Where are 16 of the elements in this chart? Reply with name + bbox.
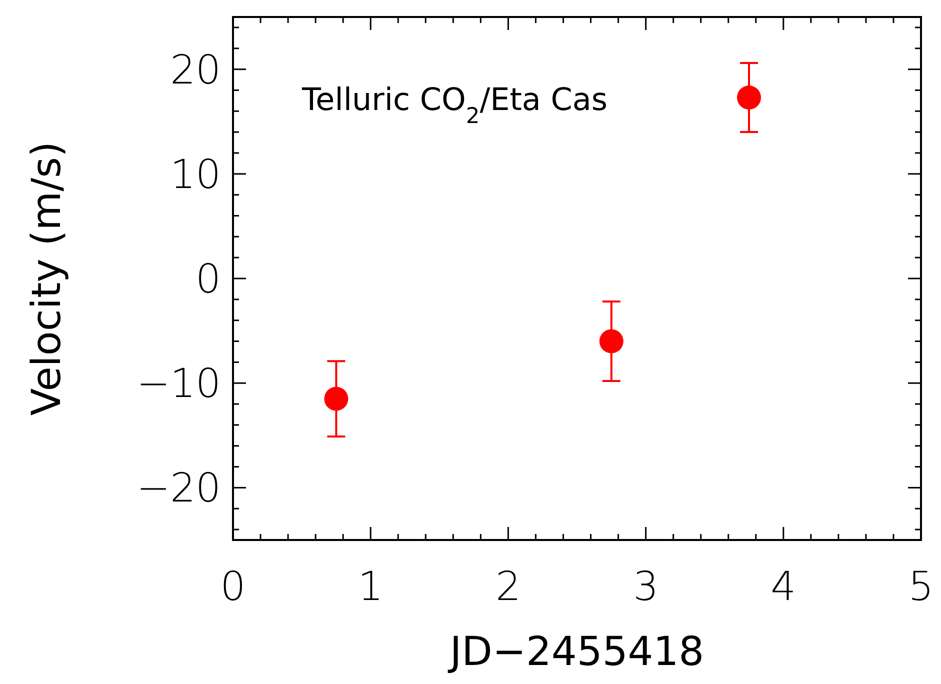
y-axis-title: Velocity (m/s) — [24, 141, 70, 416]
point — [324, 386, 348, 411]
x-tick-label: 1 — [358, 564, 384, 610]
point — [737, 86, 761, 110]
y-tick-label: 20 — [170, 47, 221, 94]
y-tick-label: 10 — [170, 152, 221, 198]
point — [599, 329, 624, 354]
x-axis-title: JD−2455418 — [446, 629, 704, 675]
y-tick-label: −20 — [136, 466, 221, 512]
annotation: Telluric CO$_{2}$/Eta Cas — [301, 82, 608, 128]
y-tick-label: 0 — [196, 256, 221, 302]
x-tick-label: 4 — [770, 564, 796, 610]
x-tick-label: 5 — [908, 564, 934, 610]
x-tick-label: 2 — [495, 564, 521, 610]
y-tick-label: −10 — [136, 361, 221, 408]
x-tick-label: 3 — [633, 564, 659, 610]
